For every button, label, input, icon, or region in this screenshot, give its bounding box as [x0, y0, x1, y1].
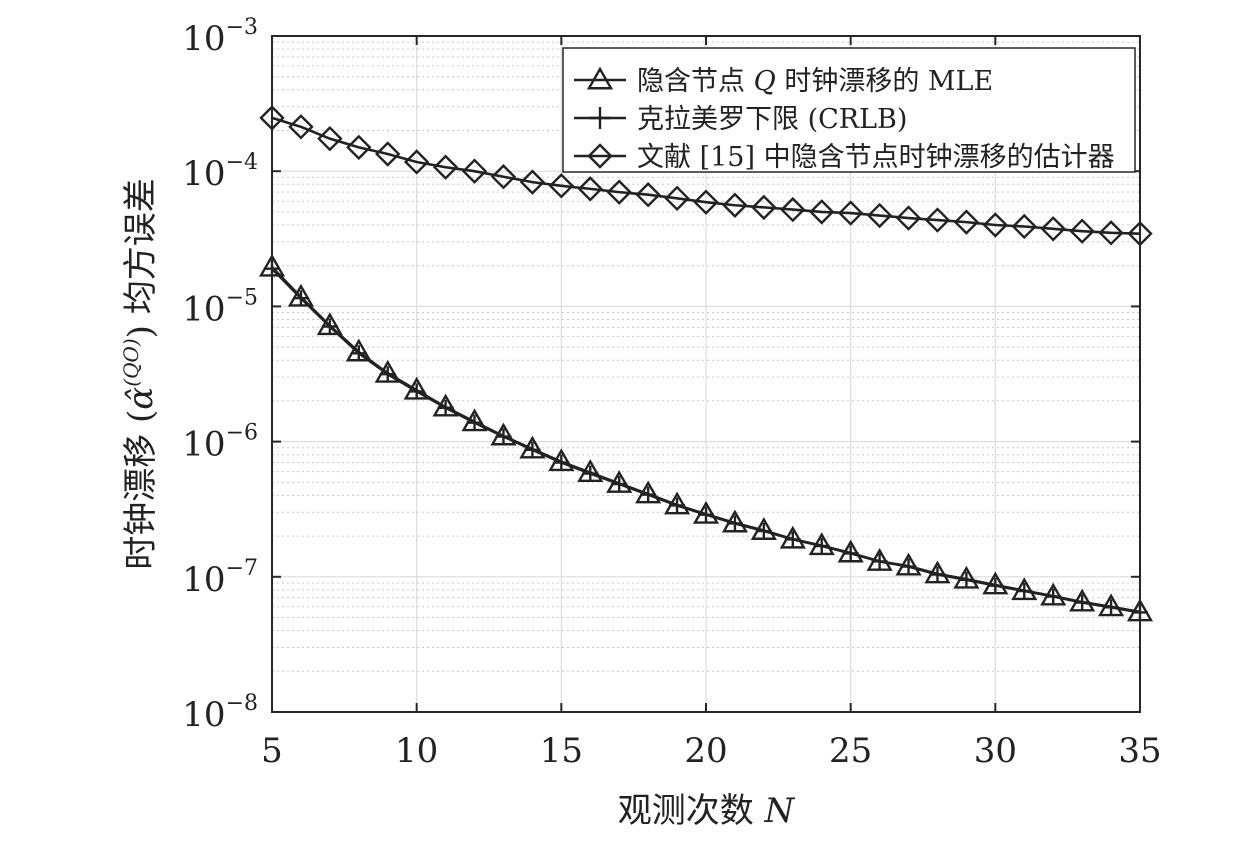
diamond-marker	[548, 173, 575, 199]
diamond-marker	[953, 209, 980, 235]
plus-marker	[524, 441, 541, 458]
x-tick-label: 15	[540, 731, 583, 771]
legend-item: 隐含节点 Q 时钟漂移的 MLE	[574, 66, 993, 97]
x-axis-label: 观测次数 N	[618, 791, 796, 831]
x-tick-label: 30	[974, 731, 1017, 771]
legend-label: 克拉美罗下限 (CRLB)	[637, 104, 907, 135]
plus-marker	[292, 290, 309, 307]
plus-marker	[813, 537, 830, 554]
diamond-marker	[1040, 216, 1066, 242]
plus-marker	[466, 414, 483, 431]
plus-marker	[321, 318, 338, 335]
plus-marker	[350, 345, 367, 362]
plus-marker	[582, 465, 599, 482]
plus-marker	[755, 523, 772, 540]
y-tick-label: 10−5	[182, 285, 258, 329]
plus-marker	[669, 497, 686, 514]
plus-marker	[408, 383, 425, 400]
diamond-marker	[866, 202, 893, 229]
x-tick-label: 25	[829, 731, 872, 771]
diamond-marker	[895, 205, 922, 231]
diamond-marker	[780, 196, 806, 223]
diamond-marker	[751, 194, 777, 221]
plus-marker	[611, 476, 628, 493]
plus-marker	[553, 454, 570, 471]
plus-marker	[1074, 594, 1091, 611]
plus-marker	[1016, 583, 1033, 600]
plus-marker	[379, 366, 396, 383]
diamond-marker	[432, 154, 459, 180]
diamond-marker	[375, 141, 401, 167]
diamond-marker	[982, 212, 1009, 238]
diamond-marker	[403, 149, 430, 175]
y-tick-label: 10−3	[182, 15, 258, 59]
diamond-marker	[693, 189, 719, 215]
diamond-marker	[664, 185, 690, 212]
triangle-marker	[586, 66, 614, 90]
plus-marker	[589, 107, 611, 129]
plus-marker	[842, 545, 859, 562]
y-tick-label: 10−4	[182, 150, 258, 194]
diamond-marker	[722, 192, 748, 218]
plus-marker	[1103, 599, 1120, 616]
diamond-marker	[317, 125, 343, 152]
plus-marker	[784, 531, 801, 548]
plus-marker	[698, 506, 714, 523]
plus-marker	[929, 566, 946, 583]
x-tick-label: 5	[261, 731, 283, 771]
legend-item: 克拉美罗下限 (CRLB)	[574, 104, 907, 135]
series-diamond	[259, 105, 1153, 247]
diamond-marker	[635, 182, 661, 208]
diamond-marker	[809, 199, 835, 225]
plus-marker	[495, 428, 512, 445]
diamond-marker	[577, 176, 603, 202]
series-plus	[264, 260, 1148, 621]
legend-label: 隐含节点 Q 时钟漂移的 MLE	[637, 66, 993, 97]
diamond-marker	[490, 164, 517, 190]
plus-marker	[1045, 588, 1062, 605]
diamond-marker	[288, 114, 314, 140]
axis-ticks: 5 10 15 20 25 30 35 10−8 10−7 10−6 10−5 10−4 10−3	[182, 15, 1161, 771]
plus-marker	[871, 553, 888, 570]
diamond-marker	[519, 169, 546, 195]
diamond-marker	[606, 179, 632, 205]
plus-marker	[640, 486, 657, 503]
plus-marker	[437, 399, 454, 416]
legend: 隐含节点 Q 时钟漂移的 MLE 克拉美罗下限 (CRLB) 文献 [15] 中隐含…	[562, 47, 1136, 173]
legend-box	[562, 47, 1136, 173]
series-line	[271, 116, 1141, 235]
diamond-marker	[1069, 218, 1095, 244]
plus-marker	[987, 577, 1004, 594]
legend-label: 文献 [15] 中隐含节点时钟漂移的估计器	[637, 142, 1115, 173]
legend-item: 文献 [15] 中隐含节点时钟漂移的估计器	[574, 142, 1115, 173]
plus-marker	[958, 571, 975, 588]
plus-marker	[726, 515, 743, 532]
diamond-marker	[1011, 213, 1037, 240]
y-axis-label: 时钟漂移 (α̂(QO)) 均方误差	[119, 178, 161, 570]
diamond-marker	[587, 143, 613, 169]
y-tick-label: 10−8	[182, 691, 258, 735]
diamond-marker	[837, 200, 864, 226]
y-tick-label: 10−6	[182, 421, 258, 465]
y-tick-label: 10−7	[182, 556, 258, 600]
plus-marker	[900, 558, 917, 575]
diamond-marker	[924, 207, 951, 233]
diamond-marker	[1098, 220, 1124, 246]
x-tick-label: 35	[1118, 731, 1161, 771]
diamond-marker	[461, 158, 488, 184]
diamond-marker	[346, 134, 372, 161]
x-tick-label: 20	[684, 731, 727, 771]
x-tick-label: 10	[395, 731, 438, 771]
series-layer	[258, 105, 1154, 622]
